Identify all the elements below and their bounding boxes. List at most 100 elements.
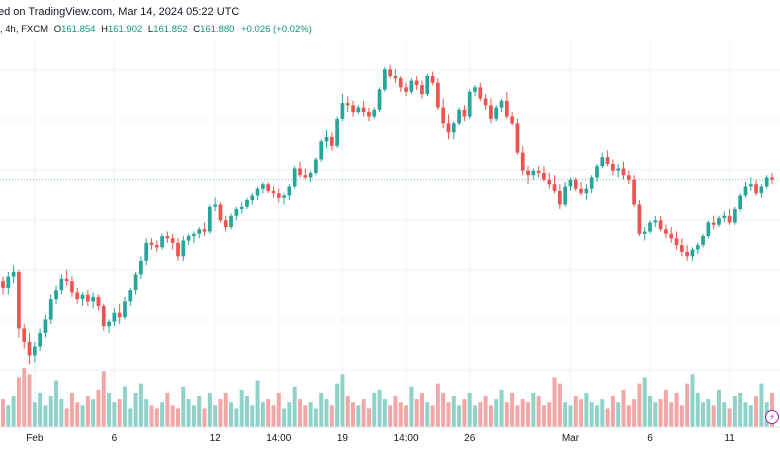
volume-bar bbox=[16, 377, 21, 427]
volume-bar bbox=[202, 408, 207, 427]
candlestick bbox=[192, 231, 196, 243]
candle-body bbox=[80, 294, 85, 300]
time-axis-label: 14:00 bbox=[394, 433, 419, 444]
candlestick bbox=[743, 181, 748, 198]
volume-bar bbox=[96, 389, 101, 427]
candlestick bbox=[96, 294, 101, 311]
candlestick bbox=[361, 100, 366, 117]
candle-body bbox=[701, 236, 705, 246]
candle-body bbox=[202, 229, 207, 232]
candle-body bbox=[764, 177, 769, 187]
candle-body bbox=[298, 168, 302, 176]
candle-body bbox=[642, 231, 647, 234]
candlestick bbox=[319, 139, 324, 162]
lightning-bolt-icon[interactable]: ⚡︎ bbox=[765, 410, 779, 424]
volume-bar bbox=[515, 405, 520, 427]
volume-bar bbox=[446, 402, 451, 427]
candle-body bbox=[276, 193, 281, 198]
candlestick bbox=[717, 215, 721, 228]
candle-body bbox=[6, 276, 11, 288]
candlestick bbox=[573, 177, 578, 191]
volume-bar bbox=[6, 405, 11, 427]
candlestick bbox=[467, 89, 472, 119]
volume-bar bbox=[165, 392, 170, 427]
candlestick bbox=[11, 265, 16, 284]
candle-body bbox=[245, 199, 249, 207]
candlestick bbox=[149, 238, 154, 250]
candlestick bbox=[324, 130, 329, 149]
volume-bar bbox=[488, 405, 493, 427]
candlestick bbox=[664, 224, 668, 239]
candlestick bbox=[510, 112, 514, 126]
candle-body bbox=[38, 332, 42, 347]
volume-bar bbox=[526, 402, 531, 427]
volume-bar bbox=[154, 408, 159, 427]
volume-bar bbox=[398, 402, 403, 427]
candle-body bbox=[542, 172, 546, 180]
candlestick bbox=[75, 287, 80, 304]
candlestick bbox=[436, 78, 440, 110]
volume-bar bbox=[706, 399, 711, 427]
candlestick bbox=[245, 197, 249, 209]
candle-body bbox=[733, 209, 737, 223]
volume-bar bbox=[372, 392, 377, 427]
volume-bars bbox=[1, 368, 774, 427]
candle-body bbox=[754, 184, 758, 194]
candle-body bbox=[314, 159, 318, 173]
candle-body bbox=[144, 242, 149, 261]
volume-bar bbox=[393, 396, 398, 427]
candlestick bbox=[441, 98, 446, 128]
candlestick bbox=[483, 94, 488, 110]
volume-bar bbox=[547, 402, 552, 427]
volume-bar bbox=[176, 408, 181, 427]
candlestick bbox=[181, 236, 186, 261]
candle-body bbox=[75, 292, 80, 300]
volume-bar bbox=[117, 399, 122, 427]
volume-bar bbox=[499, 389, 504, 427]
candlestick bbox=[144, 238, 149, 266]
candlestick bbox=[372, 107, 377, 119]
candle-body bbox=[139, 260, 143, 275]
time-axis-label: 14:00 bbox=[266, 433, 291, 444]
volume-bar bbox=[404, 405, 409, 427]
candle-body bbox=[239, 206, 244, 209]
volume-bar bbox=[473, 405, 477, 427]
candle-body bbox=[329, 136, 334, 146]
volume-bar bbox=[573, 396, 578, 427]
volume-bar bbox=[75, 402, 80, 427]
candle-body bbox=[679, 245, 684, 252]
candlestick bbox=[70, 276, 74, 297]
volume-bar bbox=[382, 399, 387, 427]
candle-body bbox=[11, 272, 16, 277]
candle-body bbox=[186, 236, 191, 241]
chart-header: ed on TradingView.com, Mar 14, 2024 05:2… bbox=[0, 0, 780, 40]
candlestick bbox=[658, 215, 663, 232]
candlestick bbox=[388, 64, 393, 79]
candle-body bbox=[621, 168, 626, 176]
high-value: 161.902 bbox=[107, 24, 143, 35]
candlestick bbox=[64, 269, 69, 286]
candlestick bbox=[589, 175, 594, 194]
candle-body bbox=[70, 281, 74, 293]
volume-bar bbox=[451, 396, 456, 427]
volume-bar bbox=[616, 402, 621, 427]
candlestick bbox=[160, 233, 164, 250]
candlestick bbox=[133, 272, 138, 295]
candlestick bbox=[218, 202, 223, 223]
volume-bar bbox=[80, 405, 85, 427]
candlestick bbox=[398, 76, 403, 92]
candlestick bbox=[292, 166, 297, 189]
candle-body bbox=[706, 222, 711, 237]
volume-bar bbox=[22, 368, 27, 427]
candlestick bbox=[409, 78, 414, 95]
candlestick bbox=[733, 206, 737, 225]
candle-body bbox=[446, 123, 451, 133]
candle-body bbox=[229, 215, 233, 228]
volume-bar bbox=[663, 389, 668, 427]
ohlc-legend: , 4h, FXCM O161.854 H161.902 L161.852 C1… bbox=[0, 24, 312, 35]
volume-bar bbox=[287, 402, 292, 427]
candle-body bbox=[107, 321, 111, 327]
candle-body bbox=[515, 123, 520, 153]
candlestick bbox=[552, 175, 557, 194]
